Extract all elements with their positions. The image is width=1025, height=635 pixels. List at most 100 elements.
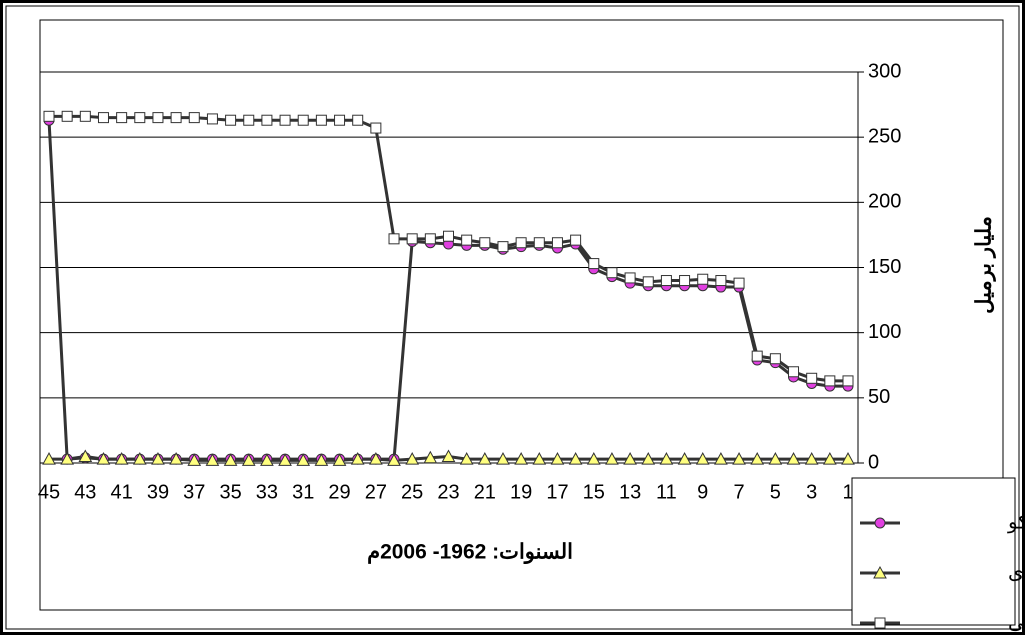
- point: [497, 241, 509, 253]
- point: [841, 452, 855, 465]
- point: [332, 453, 347, 466]
- x-tick-label: 5: [770, 481, 781, 503]
- point: [152, 112, 164, 124]
- point: [496, 452, 510, 465]
- x-tick-label: 23: [437, 481, 459, 503]
- y-tick-label: 100: [868, 321, 901, 343]
- point: [169, 452, 183, 465]
- point: [314, 453, 329, 466]
- point: [334, 114, 346, 126]
- point: [352, 114, 364, 126]
- x-tick-label: 35: [219, 481, 241, 503]
- x-tick-label: 45: [38, 481, 60, 503]
- point: [605, 452, 619, 465]
- point: [279, 114, 291, 126]
- point: [61, 110, 73, 122]
- point: [768, 452, 783, 465]
- y-tick-label: 200: [868, 191, 901, 213]
- chart-area: [39, 19, 1004, 611]
- point: [114, 452, 129, 465]
- point: [751, 350, 763, 362]
- point: [532, 452, 547, 465]
- point: [570, 234, 582, 246]
- x-tick-label: 43: [74, 481, 96, 503]
- point: [132, 452, 147, 465]
- point: [297, 114, 309, 126]
- x-tick-label: 31: [292, 481, 314, 503]
- point: [551, 237, 563, 249]
- y-tick-label: 0: [868, 451, 879, 473]
- point: [769, 353, 781, 365]
- y-tick-label: 150: [868, 256, 901, 278]
- x-tick-label: 17: [546, 481, 568, 503]
- point: [388, 233, 400, 245]
- point: [514, 452, 528, 465]
- point: [188, 112, 200, 124]
- point: [315, 114, 327, 126]
- point: [261, 114, 273, 126]
- point: [370, 122, 382, 134]
- point: [187, 453, 202, 466]
- point: [642, 276, 654, 288]
- point: [842, 375, 854, 387]
- point: [479, 237, 491, 249]
- x-tick-label: 33: [256, 481, 278, 503]
- x-tick-label: 25: [401, 481, 423, 503]
- point: [60, 452, 75, 465]
- point: [788, 366, 800, 378]
- point: [715, 275, 727, 287]
- x-tick-label: 9: [697, 481, 708, 503]
- legend-marker: [874, 617, 886, 629]
- x-tick-label: 7: [733, 481, 744, 503]
- point: [695, 452, 710, 465]
- point: [477, 452, 492, 465]
- y-tick-label: 300: [868, 60, 901, 82]
- x-tick-label: 27: [365, 481, 387, 503]
- point: [732, 452, 746, 465]
- x-tick-label: 11: [656, 481, 677, 503]
- point: [151, 452, 165, 465]
- point: [350, 452, 365, 465]
- series-line: [47, 120, 848, 461]
- point: [96, 452, 111, 465]
- legend-box: [851, 477, 1016, 626]
- point: [225, 114, 237, 126]
- point: [206, 113, 218, 125]
- legend-marker: [874, 517, 886, 529]
- x-tick-label: 15: [583, 481, 605, 503]
- point: [568, 452, 583, 465]
- point: [714, 452, 728, 465]
- point: [824, 375, 836, 387]
- x-tick-label: 1: [842, 481, 853, 503]
- x-tick-label: 13: [619, 481, 641, 503]
- point: [78, 449, 93, 462]
- point: [260, 453, 274, 466]
- point: [679, 275, 691, 287]
- point: [424, 233, 436, 245]
- point: [406, 233, 418, 245]
- point: [423, 450, 438, 464]
- x-tick-label: 29: [328, 481, 350, 503]
- legend-label: أخرى: [1008, 557, 1025, 583]
- point: [588, 258, 600, 270]
- point: [296, 453, 311, 466]
- point: [278, 453, 292, 466]
- point: [822, 452, 837, 465]
- point: [116, 112, 128, 124]
- point: [733, 277, 745, 289]
- point: [677, 452, 692, 465]
- point: [79, 110, 91, 122]
- legend-label: الاجمالي: [1008, 611, 1025, 633]
- point: [42, 452, 56, 465]
- point: [387, 453, 401, 466]
- point: [170, 112, 182, 124]
- point: [550, 452, 565, 465]
- y-tick-label: 250: [868, 125, 901, 147]
- y-tick-label: 50: [868, 386, 890, 408]
- point: [205, 453, 220, 466]
- x-tick-label: 19: [510, 481, 532, 503]
- point: [515, 237, 527, 249]
- point: [241, 453, 256, 466]
